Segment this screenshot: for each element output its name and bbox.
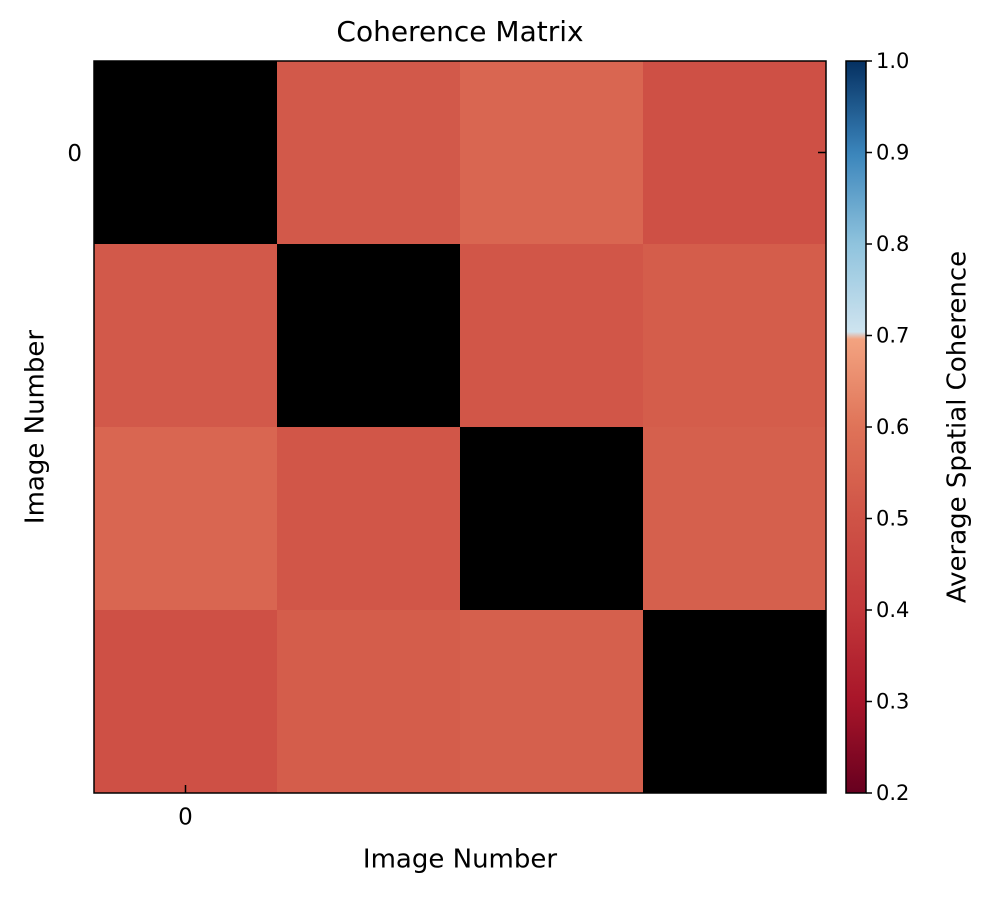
heatmap-cell	[643, 61, 827, 245]
heatmap-cell	[460, 427, 644, 611]
heatmap-cell	[94, 61, 278, 245]
colorbar-tick-label: 0.3	[876, 690, 909, 714]
colorbar-tick-label: 0.4	[876, 598, 909, 622]
heatmap-cell	[277, 427, 461, 611]
colorbar-tick-label: 0.9	[876, 141, 909, 165]
colorbar-tick-label: 0.8	[876, 232, 909, 256]
x-axis-label: Image Number	[363, 845, 557, 875]
colorbar	[845, 60, 867, 794]
colorbar-tick-label: 0.5	[876, 507, 909, 531]
colorbar-tick-label: 0.7	[876, 324, 909, 348]
heatmap-cell	[94, 610, 278, 794]
heatmap-cell	[643, 427, 827, 611]
y-tick-label: 0	[67, 141, 82, 167]
colorbar-tick-label: 0.6	[876, 415, 909, 439]
heatmap-cell	[277, 610, 461, 794]
heatmap-cell	[460, 610, 644, 794]
y-axis-label: Image Number	[21, 330, 51, 524]
heatmap-cell	[94, 427, 278, 611]
x-tick-label: 0	[178, 805, 193, 831]
heatmap-cell	[460, 244, 644, 428]
heatmap-cell	[643, 610, 827, 794]
colorbar-tick-label: 1.0	[876, 49, 909, 73]
heatmap-cell	[460, 61, 644, 245]
heatmap-cell	[277, 61, 461, 245]
heatmap-cell	[94, 244, 278, 428]
colorbar-tick-label: 0.2	[876, 781, 909, 805]
chart-title: Coherence Matrix	[336, 15, 583, 48]
heatmap-cell	[643, 244, 827, 428]
heatmap-cell	[277, 244, 461, 428]
plot-frame	[93, 60, 827, 794]
colorbar-label: Average Spatial Coherence	[943, 251, 973, 603]
